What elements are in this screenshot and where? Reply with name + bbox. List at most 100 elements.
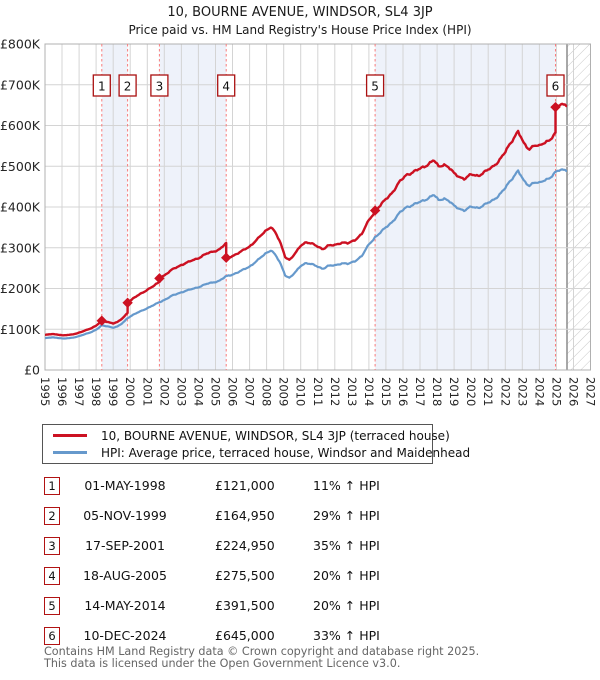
price-history-chart: 1 2 3 4 5 6 £0 £100K £200K £300K £400K £500K £600K £… (0, 37, 598, 407)
x-tick-label: 2007 (243, 377, 257, 406)
x-tick-label: 2004 (191, 377, 205, 406)
x-tick-label: 2022 (498, 377, 512, 406)
legend-row-price: 10, BOURNE AVENUE, WINDSOR, SL4 3JP (ter… (43, 427, 450, 444)
x-tick-label: 2014 (362, 377, 376, 406)
hpi-line-swatch-icon (53, 451, 87, 454)
sale-date: 05-NOV-1999 (83, 508, 167, 523)
x-tick-label: 2016 (396, 377, 410, 406)
hpi-delta: 35% ↑ HPI (313, 538, 380, 553)
x-tick-label: 2001 (140, 377, 154, 406)
x-tick-label: 2019 (447, 377, 461, 406)
table-row: 3 17-SEP-2001 £224,950 35% ↑ HPI (0, 537, 600, 559)
price-paid-line (45, 102, 568, 337)
y-tick-label: £600K (0, 118, 41, 133)
sale-date: 01-MAY-1998 (84, 478, 166, 493)
purchase-marker-label: 1 (98, 80, 106, 94)
legend-row-hpi: HPI: Average price, terraced house, Wind… (43, 444, 470, 461)
purchase-marker-label: 6 (552, 80, 560, 94)
grid-lines (44, 43, 591, 371)
x-tick-label: 2025 (549, 377, 563, 406)
x-tick-label: 1999 (106, 377, 120, 406)
sale-date: 17-SEP-2001 (85, 538, 165, 553)
row-number-badge: 3 (44, 537, 60, 555)
sale-date: 10-DEC-2024 (83, 628, 167, 643)
table-row: 5 14-MAY-2014 £391,500 20% ↑ HPI (0, 597, 600, 619)
hpi-delta: 11% ↑ HPI (313, 478, 380, 493)
copyright-line: Contains HM Land Registry data © Crown c… (44, 645, 480, 658)
purchase-number-boxes: 1 2 3 4 5 6 (92, 74, 565, 97)
sale-price: £275,500 (215, 568, 275, 583)
x-tick-label: 2002 (157, 377, 171, 406)
plot-border (44, 43, 591, 371)
sale-price: £121,000 (215, 478, 275, 493)
y-tick-label: £700K (0, 77, 41, 92)
x-tick-label: 1995 (38, 377, 52, 406)
x-tick-label: 2018 (430, 377, 444, 406)
x-tick-label: 1998 (89, 377, 103, 406)
hpi-delta: 33% ↑ HPI (313, 628, 380, 643)
y-tick-label: £0 (24, 363, 40, 378)
legend-label-hpi: HPI: Average price, terraced house, Wind… (101, 445, 471, 460)
row-number-badge: 2 (44, 507, 60, 525)
y-tick-label: £400K (0, 200, 41, 215)
table-row: 1 01-MAY-1998 £121,000 11% ↑ HPI (0, 477, 600, 499)
data-series-lines (45, 102, 568, 340)
hpi-delta: 20% ↑ HPI (313, 598, 380, 613)
hpi-line (45, 168, 568, 340)
sale-price: £224,950 (215, 538, 275, 553)
legend-label-price: 10, BOURNE AVENUE, WINDSOR, SL4 3JP (ter… (101, 428, 450, 443)
x-tick-label: 2011 (311, 377, 325, 406)
table-row: 4 18-AUG-2005 £275,500 20% ↑ HPI (0, 567, 600, 589)
chart-legend: 10, BOURNE AVENUE, WINDSOR, SL4 3JP (ter… (42, 424, 470, 464)
table-row: 6 10-DEC-2024 £645,000 33% ↑ HPI (0, 627, 600, 649)
sale-price: £391,500 (215, 598, 275, 613)
x-tick-label: 1997 (72, 377, 86, 406)
x-tick-label: 2003 (174, 377, 188, 406)
sale-price: £645,000 (215, 628, 275, 643)
purchase-marker-label: 2 (124, 80, 132, 94)
licence-line: This data is licensed under the Open Gov… (44, 657, 401, 670)
x-tick-label: 2020 (464, 377, 478, 406)
page-title: 10, BOURNE AVENUE, WINDSOR, SL4 3JP (167, 5, 433, 20)
x-tick-label: 2005 (209, 377, 223, 406)
row-number-badge: 5 (44, 597, 60, 615)
y-tick-label: £100K (0, 322, 41, 337)
sale-date: 14-MAY-2014 (84, 598, 166, 613)
row-number-badge: 4 (44, 567, 60, 585)
x-tick-label: 2027 (584, 377, 598, 406)
purchase-marker-label: 3 (156, 80, 164, 94)
hpi-delta: 20% ↑ HPI (313, 568, 380, 583)
purchase-marker-label: 5 (371, 80, 379, 94)
y-tick-label: £300K (0, 240, 41, 255)
x-tick-label: 2010 (294, 377, 308, 406)
x-tick-label: 2012 (328, 377, 342, 406)
purchase-dot-icon (154, 273, 165, 284)
price-line-swatch-icon (53, 434, 87, 437)
x-tick-label: 2017 (413, 377, 427, 406)
purchase-dot-icon (550, 101, 561, 113)
x-tick-label: 2021 (481, 377, 495, 406)
x-tick-label: 2026 (567, 377, 581, 406)
purchase-dot-icon (96, 315, 107, 326)
purchase-dot-icon (122, 297, 133, 308)
x-tick-label: 2024 (532, 377, 546, 406)
x-tick-label: 2009 (277, 377, 291, 406)
purchase-marker-label: 4 (222, 80, 230, 94)
purchase-dot-icon (221, 252, 232, 263)
x-tick-label: 2023 (515, 377, 529, 406)
x-axis-tick-labels: 1995 1996 1997 1998 1999 2000 2001 2002 2003 2004… (38, 377, 598, 406)
hpi-delta: 29% ↑ HPI (313, 508, 380, 523)
x-tick-label: 2006 (226, 377, 240, 406)
x-tick-label: 2000 (123, 377, 137, 406)
page-subtitle: Price paid vs. HM Land Registry's House … (128, 23, 472, 37)
table-row: 2 05-NOV-1999 £164,950 29% ↑ HPI (0, 507, 600, 529)
y-tick-label: £200K (0, 281, 41, 296)
y-tick-label: £500K (0, 159, 41, 174)
x-tick-label: 2013 (345, 377, 359, 406)
row-number-badge: 1 (44, 477, 60, 495)
sale-price: £164,950 (215, 508, 275, 523)
x-tick-label: 2008 (260, 377, 274, 406)
row-number-badge: 6 (44, 627, 60, 645)
y-axis-tick-labels: £0 £100K £200K £300K £400K £500K £600K £700K £80… (0, 37, 41, 378)
sale-date: 18-AUG-2005 (83, 568, 167, 583)
